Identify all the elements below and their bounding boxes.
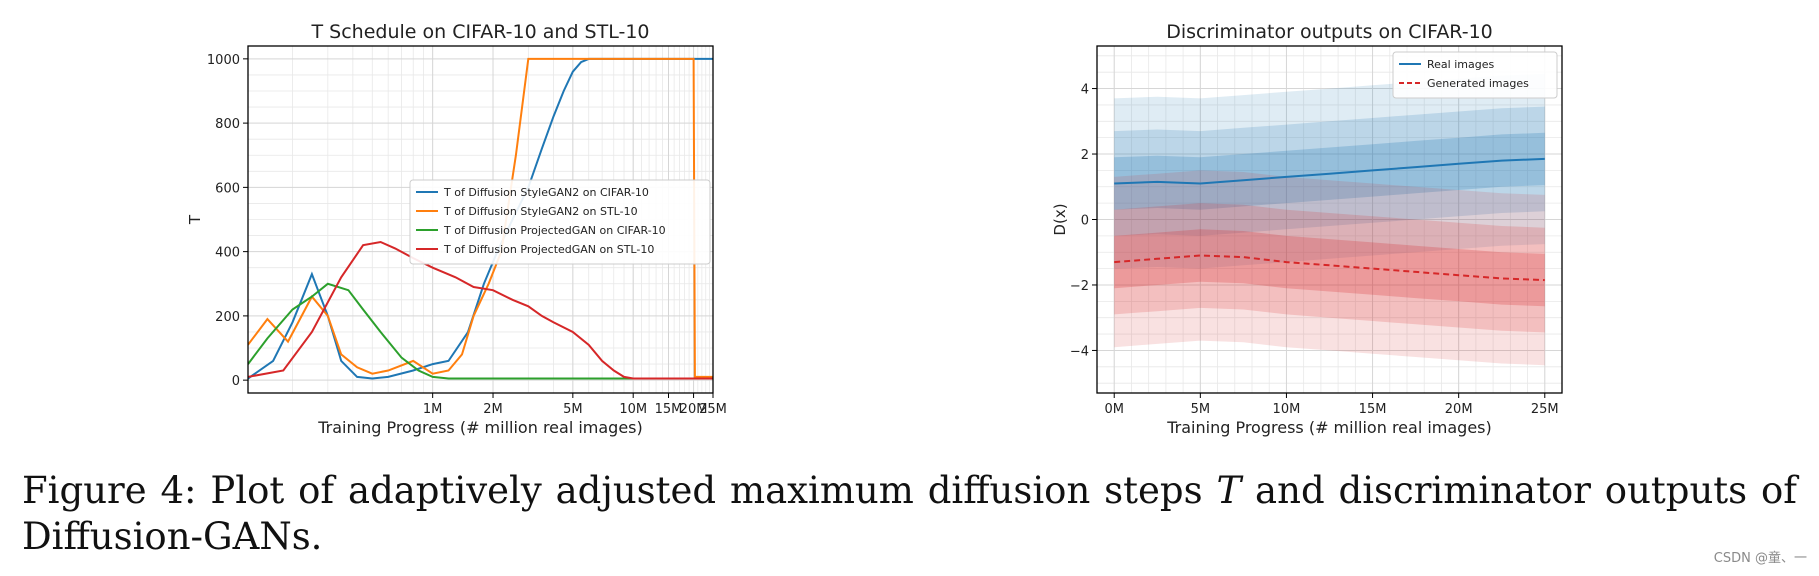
y-tick-label: 400 — [215, 246, 240, 261]
legend: Real images Generated images — [1392, 51, 1558, 99]
caption-text-after: and discriminator outputs of Diffusion-G… — [22, 469, 1797, 558]
y-tick-label: 0 — [232, 374, 240, 389]
band-real-2 — [1114, 132, 1545, 210]
x-tick-label: 10M — [619, 402, 647, 417]
x-tick-label: 15M — [1359, 402, 1387, 417]
discriminator-outputs-chart: 0M 5M 10M 15M 20M 25M −4 −2 0 2 4 Discriminator out… — [1051, 21, 1563, 437]
legend-label: T of Diffusion StyleGAN2 on CIFAR-10 — [443, 186, 649, 199]
legend: T of Diffusion StyleGAN2 on CIFAR-10 T of… — [409, 179, 711, 265]
legend-label: T of Diffusion StyleGAN2 on STL-10 — [443, 205, 638, 218]
band-generated-2 — [1114, 229, 1545, 307]
caption-text-before: Plot of adaptively adjusted maximum diff… — [210, 469, 1217, 512]
y-tick-label: 1000 — [207, 53, 240, 68]
watermark: CSDN @童、一 — [1713, 551, 1807, 566]
y-tick-label: −4 — [1070, 344, 1089, 359]
x-tick-label: 20M — [680, 402, 708, 417]
y-tick-label: 2 — [1081, 148, 1089, 163]
x-tick-label: 20M — [1445, 402, 1473, 417]
x-tick-label: 25M — [1531, 402, 1559, 417]
x-tick-label: 0M — [1104, 402, 1124, 417]
chart-title: T Schedule on CIFAR-10 and STL-10 — [311, 21, 650, 43]
x-tick-label: 2M — [483, 402, 503, 417]
y-tick-label: −2 — [1070, 279, 1089, 294]
band-generated-0 — [1114, 170, 1545, 366]
x-tick-label: 5M — [1191, 402, 1211, 417]
x-tick-label: 5M — [563, 402, 583, 417]
chart-title: Discriminator outputs on CIFAR-10 — [1166, 21, 1493, 43]
legend-label: T of Diffusion ProjectedGAN on CIFAR-10 — [443, 224, 666, 237]
y-tick-label: 600 — [215, 181, 240, 196]
x-tick-label: 10M — [1273, 402, 1301, 417]
x-tick-label: 25M — [699, 402, 727, 417]
y-tick-label: 800 — [215, 117, 240, 132]
caption-symbol: T — [1216, 469, 1242, 512]
y-axis-label: D(x) — [1051, 203, 1069, 235]
caption-prefix: Figure 4: — [22, 469, 211, 512]
band-real-0 — [1114, 73, 1545, 269]
y-axis-label: T — [186, 214, 204, 225]
legend-box — [1392, 51, 1558, 99]
x-tick-label: 1M — [423, 402, 443, 417]
plot-frame — [247, 45, 714, 394]
legend-box — [409, 179, 711, 265]
y-tick-label: 4 — [1081, 83, 1089, 98]
x-tick-label: 15M — [655, 402, 683, 417]
figure-caption: Figure 4: Plot of adaptively adjusted ma… — [22, 468, 1797, 560]
series-line-2 — [248, 282, 713, 380]
series-line-3 — [248, 240, 713, 380]
legend-label: T of Diffusion ProjectedGAN on STL-10 — [443, 243, 654, 256]
legend-label: Generated images — [1427, 77, 1529, 90]
legend-label: Real images — [1427, 58, 1494, 71]
x-axis-label: Training Progress (# million real images… — [317, 418, 643, 437]
y-tick-label: 0 — [1081, 214, 1089, 229]
band-generated-1 — [1114, 203, 1545, 333]
y-tick-label: 200 — [215, 310, 240, 325]
band-real-1 — [1114, 106, 1545, 236]
series-layer — [1114, 73, 1545, 366]
x-axis-label: Training Progress (# million real images… — [1166, 418, 1492, 437]
